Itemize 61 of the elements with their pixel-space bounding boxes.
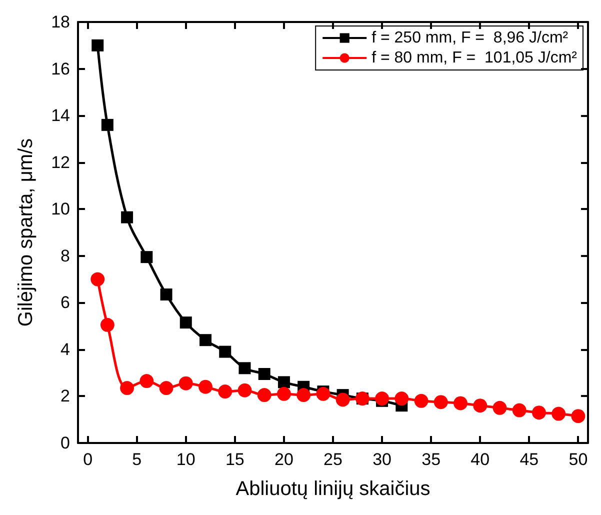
y-tick-label: 14 xyxy=(51,106,70,126)
point xyxy=(394,392,409,406)
point xyxy=(178,376,193,390)
point xyxy=(571,409,586,424)
point xyxy=(90,272,105,286)
point xyxy=(278,376,290,388)
point xyxy=(92,39,104,52)
point xyxy=(552,406,566,421)
point xyxy=(200,334,212,346)
y-tick-label: 10 xyxy=(51,200,70,219)
x-tick-label: 25 xyxy=(324,450,342,469)
point xyxy=(276,386,291,401)
point xyxy=(473,398,488,413)
y-tick-label: 4 xyxy=(60,340,70,359)
x-tick-label: 30 xyxy=(372,450,392,469)
x-tick-label: 20 xyxy=(274,450,294,469)
y-axis-title: Gilėjimo sparta, μm/s xyxy=(15,138,37,327)
point xyxy=(180,316,192,329)
y-tick-label: 2 xyxy=(60,386,70,406)
point xyxy=(454,396,468,410)
point xyxy=(434,395,448,410)
point xyxy=(492,400,507,415)
y-tick-label: 8 xyxy=(60,246,70,266)
y-tick-label: 12 xyxy=(51,152,70,172)
point xyxy=(532,406,546,420)
x-tick-label: 35 xyxy=(422,450,441,469)
x-tick-label: 10 xyxy=(176,450,196,469)
x-axis-title: Abliuotų linijų skaičius xyxy=(236,478,430,500)
point xyxy=(336,392,350,407)
point xyxy=(512,403,526,418)
point xyxy=(100,318,114,332)
x-tick-label: 15 xyxy=(225,450,244,469)
point xyxy=(375,392,390,406)
x-tick-label: 0 xyxy=(83,450,93,469)
point xyxy=(198,380,212,394)
point xyxy=(121,211,134,224)
point xyxy=(296,388,311,402)
x-tick-label: 45 xyxy=(520,450,539,469)
point xyxy=(238,362,251,374)
y-tick-label: 18 xyxy=(51,12,70,32)
x-tick-label: 40 xyxy=(470,450,490,469)
point xyxy=(140,374,154,388)
point xyxy=(159,381,174,396)
point xyxy=(258,368,270,380)
x-tick-label: 50 xyxy=(568,450,588,469)
x-tick-label: 5 xyxy=(132,450,142,469)
legend-label: f = 80 mm, F = 101,05 J/cm² xyxy=(372,50,578,66)
point xyxy=(140,251,153,264)
point xyxy=(101,118,114,131)
point xyxy=(218,384,232,399)
point xyxy=(414,394,428,408)
point xyxy=(120,381,134,396)
point xyxy=(219,346,232,358)
point xyxy=(257,388,272,402)
y-tick-label: 16 xyxy=(51,59,70,78)
y-tick-label: 6 xyxy=(60,293,70,312)
y-tick-label: 0 xyxy=(60,434,70,452)
point xyxy=(316,386,330,401)
legend-label: f = 250 mm, F = 8,96 J/cm² xyxy=(372,30,569,46)
point xyxy=(238,383,252,398)
point xyxy=(160,288,172,300)
